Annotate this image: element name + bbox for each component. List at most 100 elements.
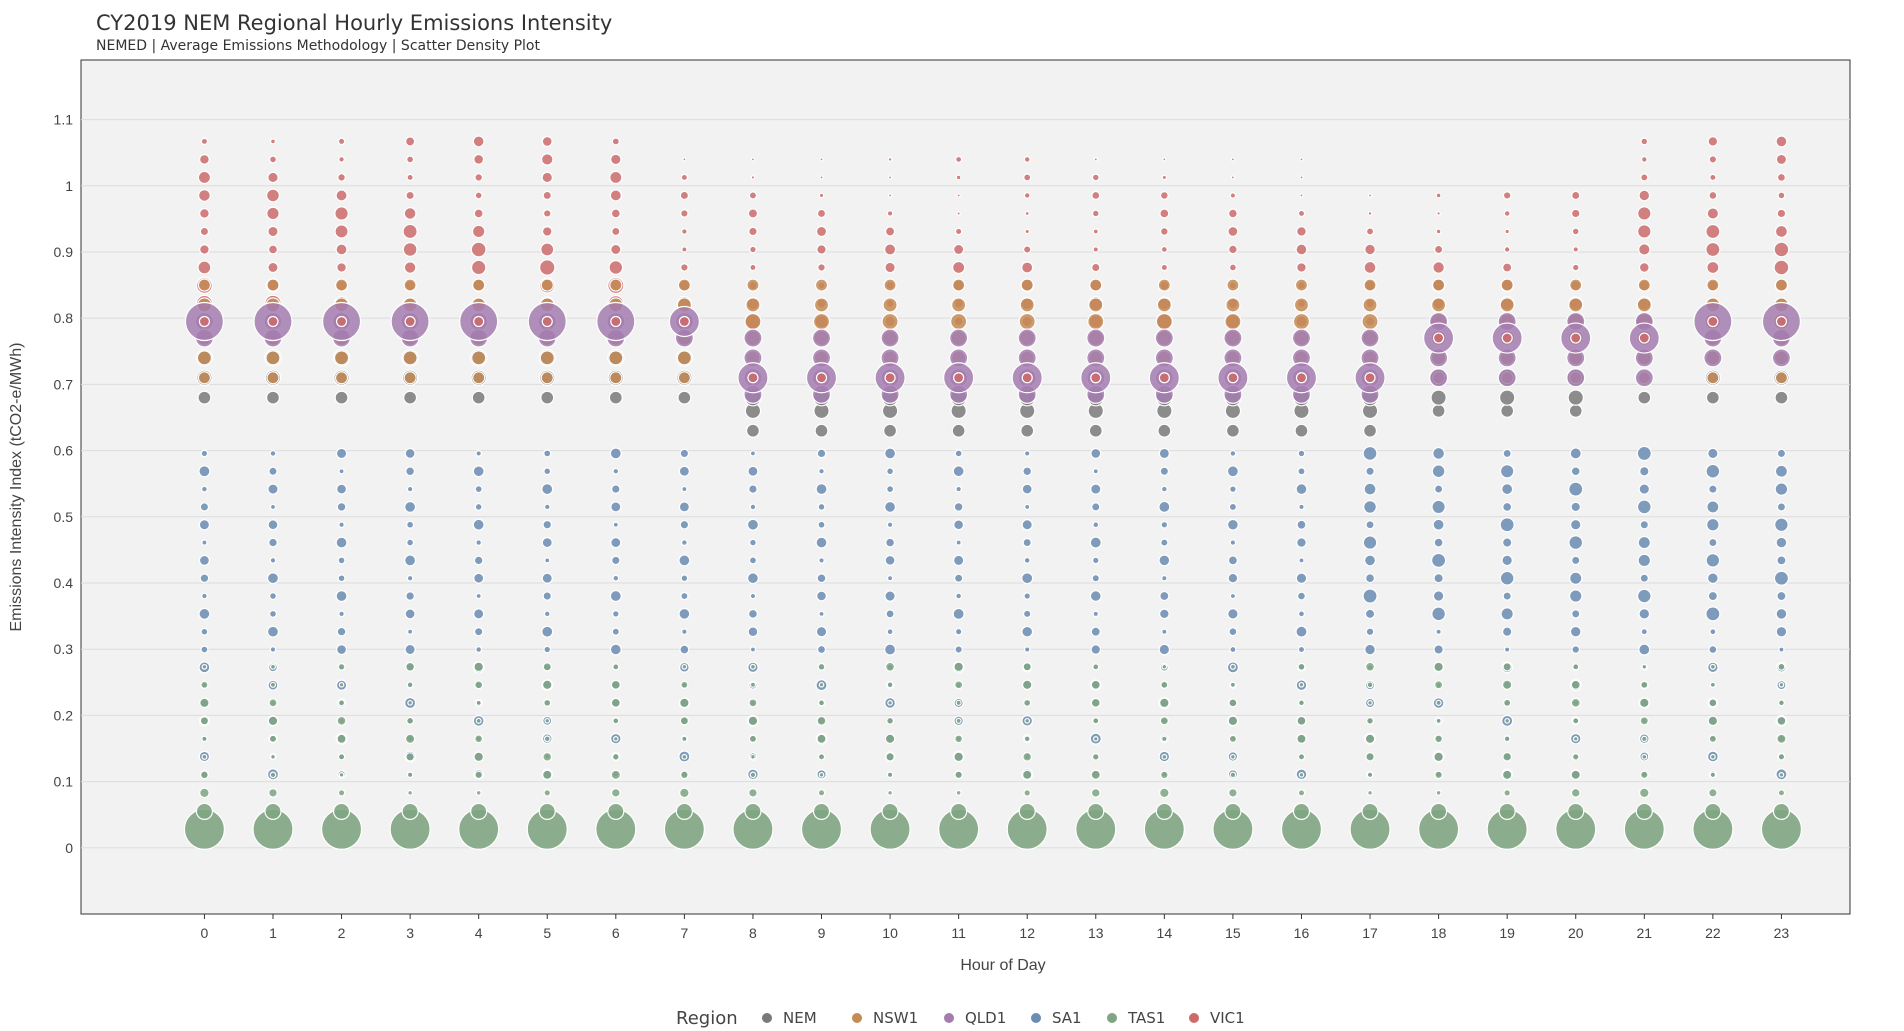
sa1-point xyxy=(338,521,345,529)
nem-point xyxy=(540,390,555,405)
vic1-point xyxy=(884,226,896,237)
nem-point xyxy=(814,423,829,438)
vic1-point xyxy=(1367,193,1373,198)
vic1-point xyxy=(1773,241,1790,258)
tas1-point xyxy=(1572,717,1580,725)
sa1-point xyxy=(679,519,690,530)
sa1-point xyxy=(199,573,210,584)
tas1-point xyxy=(816,733,827,744)
sa1-point xyxy=(268,537,278,548)
vic1-point xyxy=(337,173,346,182)
sa1-point xyxy=(952,607,965,620)
nsw1-point xyxy=(952,278,966,292)
tas1-point xyxy=(473,751,484,763)
tas1-point xyxy=(336,715,347,726)
nem-point xyxy=(745,423,760,438)
vic1-point xyxy=(609,189,622,202)
tas1-point xyxy=(1361,802,1379,820)
tas1-point xyxy=(1502,751,1513,762)
nsw1-point xyxy=(1226,278,1240,292)
tas1-point xyxy=(885,752,895,762)
tas1-point xyxy=(1503,698,1512,707)
vic1-point xyxy=(336,262,347,273)
legend-label-sa1: SA1 xyxy=(1052,1009,1082,1027)
sa1-point xyxy=(199,502,210,512)
tas1-point xyxy=(749,681,757,688)
tas1-point xyxy=(474,770,483,780)
vic1-point xyxy=(1363,260,1377,274)
sa1-point xyxy=(1226,465,1239,478)
sa1-point xyxy=(1504,646,1511,653)
tas1-point xyxy=(1090,769,1101,781)
tas1-point xyxy=(1570,679,1581,690)
sa1-point xyxy=(1365,466,1375,477)
sa1-point xyxy=(1161,628,1168,635)
sa1-point xyxy=(747,608,758,619)
sa1-point xyxy=(1705,463,1721,479)
nsw1-point xyxy=(266,371,280,385)
vic1-point xyxy=(1638,189,1651,202)
nsw1-point xyxy=(608,350,624,366)
sa1-point xyxy=(268,609,277,618)
vic1-point xyxy=(474,173,484,182)
y-axis-label: Emissions Intensity Index (tCO2-e/MWh) xyxy=(8,343,25,632)
sa1-point xyxy=(473,626,484,637)
nem-point xyxy=(1774,390,1789,405)
vic1-point xyxy=(680,263,689,272)
sa1-point xyxy=(475,539,483,546)
vic1-point xyxy=(1091,209,1100,218)
vic1-point xyxy=(541,226,553,237)
sa1-point xyxy=(1570,466,1581,477)
nsw1-point xyxy=(1500,278,1514,292)
vic1-point xyxy=(1432,261,1445,274)
sa1-point xyxy=(1295,572,1308,585)
nsw1-point xyxy=(883,278,897,292)
nsw1-point xyxy=(1087,312,1105,331)
nsw1-point xyxy=(1774,278,1789,292)
sa1-point xyxy=(1707,447,1719,460)
sa1-point xyxy=(1298,557,1305,564)
vic1-point xyxy=(678,315,690,328)
sa1-point xyxy=(338,468,345,475)
sa1-point xyxy=(544,557,551,564)
vic1-point xyxy=(1023,192,1031,199)
vic1-point xyxy=(402,242,418,257)
vic1-point xyxy=(1773,259,1790,276)
nsw1-point xyxy=(334,371,349,385)
vic1-point xyxy=(335,243,348,256)
sa1-point xyxy=(1091,556,1100,565)
sa1-point xyxy=(1570,501,1581,513)
tas1-point xyxy=(885,661,896,672)
nem-point xyxy=(883,423,898,438)
sa1-point xyxy=(1090,483,1102,495)
vic1-point xyxy=(953,243,965,256)
tas1-point xyxy=(1090,679,1101,690)
nsw1-point xyxy=(812,312,831,331)
vic1-point xyxy=(608,260,624,275)
tas1-point xyxy=(612,663,620,671)
sa1-point xyxy=(1501,483,1514,496)
legend-label-tas1: TAS1 xyxy=(1127,1009,1165,1027)
tas1-point xyxy=(1228,734,1238,744)
nsw1-point xyxy=(472,278,486,292)
legend-label-nsw1: NSW1 xyxy=(873,1009,918,1027)
sa1-point xyxy=(611,610,620,618)
sa1-point xyxy=(1365,573,1376,584)
sa1-point xyxy=(953,519,965,531)
tas1-point xyxy=(404,733,416,745)
sa1-point xyxy=(953,502,964,512)
tas1-point xyxy=(817,753,826,761)
tas1-point xyxy=(405,661,416,672)
sa1-point xyxy=(1092,521,1100,529)
tas1-point xyxy=(887,789,893,796)
x-tick-label: 11 xyxy=(951,925,966,941)
nsw1-point xyxy=(1362,297,1378,313)
y-tick-label: 0 xyxy=(65,840,73,856)
data-points xyxy=(183,135,1803,850)
vic1-point xyxy=(884,372,896,384)
vic1-point xyxy=(1023,245,1032,254)
vic1-point xyxy=(269,138,276,145)
sa1-point xyxy=(269,503,277,511)
nsw1-point xyxy=(334,278,349,292)
qld1-point xyxy=(1497,368,1517,388)
